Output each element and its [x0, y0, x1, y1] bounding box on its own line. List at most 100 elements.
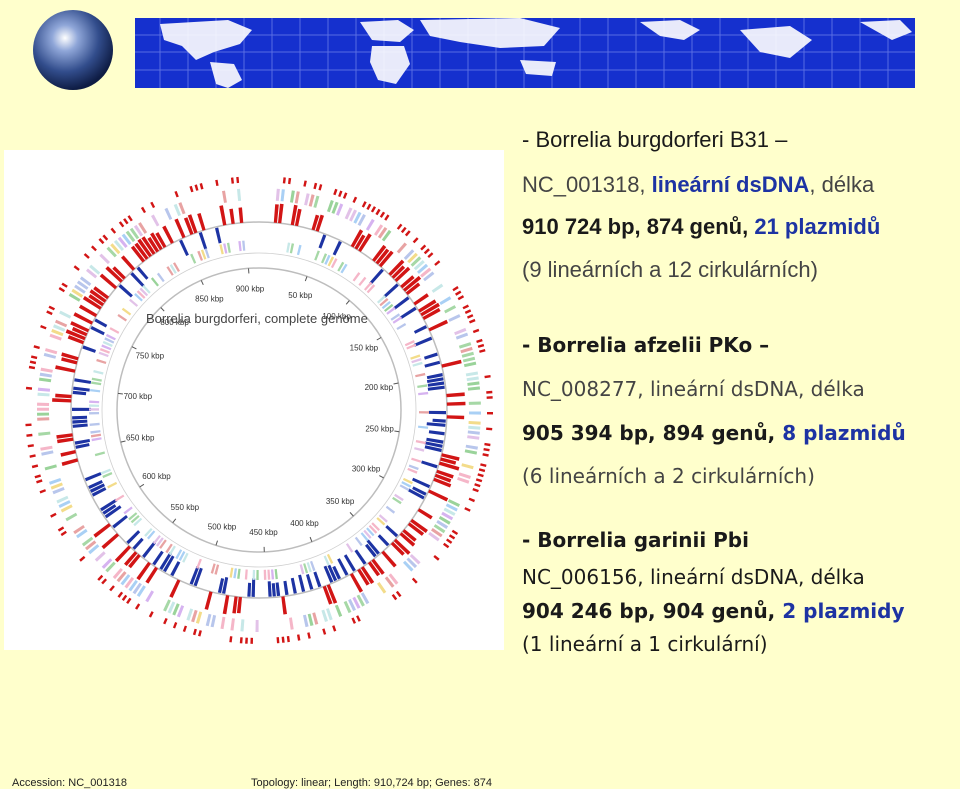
gene-forward-mark [229, 209, 235, 224]
gene-forward-mark [237, 597, 242, 613]
gene-reverse-mark [412, 478, 430, 488]
gene-category-mark [89, 401, 99, 404]
gene-reverse-mark [378, 534, 390, 546]
gene-category-mark [123, 507, 132, 515]
gene-category-mark [313, 196, 319, 208]
gene-category-mark [39, 378, 51, 383]
scale-tick [394, 383, 399, 384]
gene-forward-mark [197, 213, 205, 231]
scale-tick [377, 338, 381, 341]
s1-size-genes: 910 724 bp, 874 genů, [522, 214, 754, 239]
gene-outer-mark [91, 245, 97, 251]
gene-reverse-mark [268, 581, 272, 597]
gene-reverse-mark [85, 472, 102, 481]
s1-topology: lineární dsDNA [652, 172, 810, 197]
gene-category-mark [93, 370, 103, 375]
section2-line1: NC_008277, lineární dsDNA, délka [522, 377, 865, 401]
gene-outer-mark [486, 391, 492, 394]
gene-outer-mark [31, 355, 37, 359]
scale-label: 350 kbp [326, 497, 355, 506]
gene-outer-mark [50, 513, 57, 518]
gene-outer-mark [36, 479, 42, 483]
gene-outer-mark [351, 618, 356, 624]
gene-outer-mark [149, 611, 154, 618]
gene-reverse-mark [179, 240, 189, 256]
gene-category-mark [309, 194, 315, 206]
gene-category-mark [304, 193, 310, 205]
gene-category-mark [211, 615, 217, 627]
gene-outer-mark [35, 474, 42, 478]
gene-outer-mark [371, 206, 376, 212]
gene-category-mark [221, 617, 226, 629]
gene-forward-mark [281, 596, 287, 614]
gene-outer-mark [483, 448, 489, 451]
gene-outer-mark [97, 575, 103, 581]
gene-category-mark [418, 426, 428, 429]
gene-category-mark [227, 243, 231, 253]
gene-category-mark [468, 426, 480, 430]
gene-category-mark [242, 241, 245, 251]
gene-outer-mark [282, 637, 285, 643]
scale-label: 400 kbp [290, 519, 319, 528]
gene-outer-mark [174, 191, 178, 197]
gene-reverse-mark [215, 228, 222, 244]
gene-category-mark [38, 388, 50, 392]
gene-outer-mark [322, 628, 326, 634]
gene-category-mark [41, 368, 53, 373]
gene-category-mark [40, 373, 52, 378]
gene-outer-mark [476, 478, 483, 482]
gene-outer-mark [332, 625, 336, 631]
gene-category-mark [467, 435, 479, 440]
gene-reverse-mark [393, 296, 409, 309]
gene-reverse-mark [298, 575, 305, 592]
gene-outer-mark [469, 498, 475, 503]
gene-outer-mark [200, 183, 204, 190]
gene-reverse-mark [142, 541, 156, 558]
gene-outer-mark [288, 178, 291, 184]
scale-label: 550 kbp [171, 503, 200, 512]
gene-category-mark [219, 244, 224, 254]
gene-outer-mark [480, 463, 486, 467]
gene-outer-mark [482, 453, 488, 457]
gene-outer-mark [135, 603, 140, 609]
gene-outer-mark [473, 329, 480, 333]
gene-outer-mark [307, 632, 311, 638]
gene-forward-mark [55, 365, 75, 373]
gene-outer-mark [240, 637, 243, 643]
gene-forward-mark [232, 596, 237, 613]
section1-line2: 910 724 bp, 874 genů, 21 plazmidů [522, 214, 880, 240]
gene-reverse-mark [73, 391, 87, 395]
gene-outer-mark [420, 245, 426, 251]
gene-category-mark [45, 464, 57, 470]
gene-category-mark [222, 191, 227, 203]
section2-line2: 905 394 bp, 894 genů, 8 plazmidů [522, 421, 906, 445]
gene-outer-mark [141, 207, 146, 213]
scale-label: 300 kbp [352, 464, 381, 473]
gene-category-mark [230, 568, 234, 578]
gene-outer-mark [277, 637, 280, 643]
section3-line1: NC_006156, lineární dsDNA, délka [522, 565, 865, 589]
section1-line3: (9 lineárních a 12 cirkulárních) [522, 257, 818, 283]
gene-outer-mark [452, 286, 458, 291]
scale-tick [118, 393, 123, 394]
gene-reverse-mark [429, 430, 445, 435]
scale-label: 200 kbp [365, 383, 394, 392]
gene-category-mark [358, 277, 366, 286]
gene-category-mark [308, 614, 314, 626]
gene-outer-mark [424, 248, 430, 254]
gene-category-mark [396, 323, 406, 330]
gene-forward-mark [145, 567, 158, 584]
gene-forward-mark [447, 402, 466, 406]
gene-forward-mark [174, 219, 185, 239]
s3-size-genes: 904 246 bp, 904 genů, [522, 599, 782, 623]
gene-outer-mark [434, 260, 440, 266]
figure-topology: Topology: linear; Length: 910,724 bp; Ge… [251, 777, 492, 789]
gene-category-mark [467, 376, 479, 381]
gene-forward-mark [428, 320, 448, 332]
scale-label: 450 kbp [249, 528, 278, 537]
gene-reverse-mark [112, 515, 128, 528]
gene-reverse-mark [74, 378, 91, 384]
gene-outer-mark [150, 202, 155, 208]
scale-label: 150 kbp [350, 344, 379, 353]
gene-outer-mark [401, 227, 407, 233]
